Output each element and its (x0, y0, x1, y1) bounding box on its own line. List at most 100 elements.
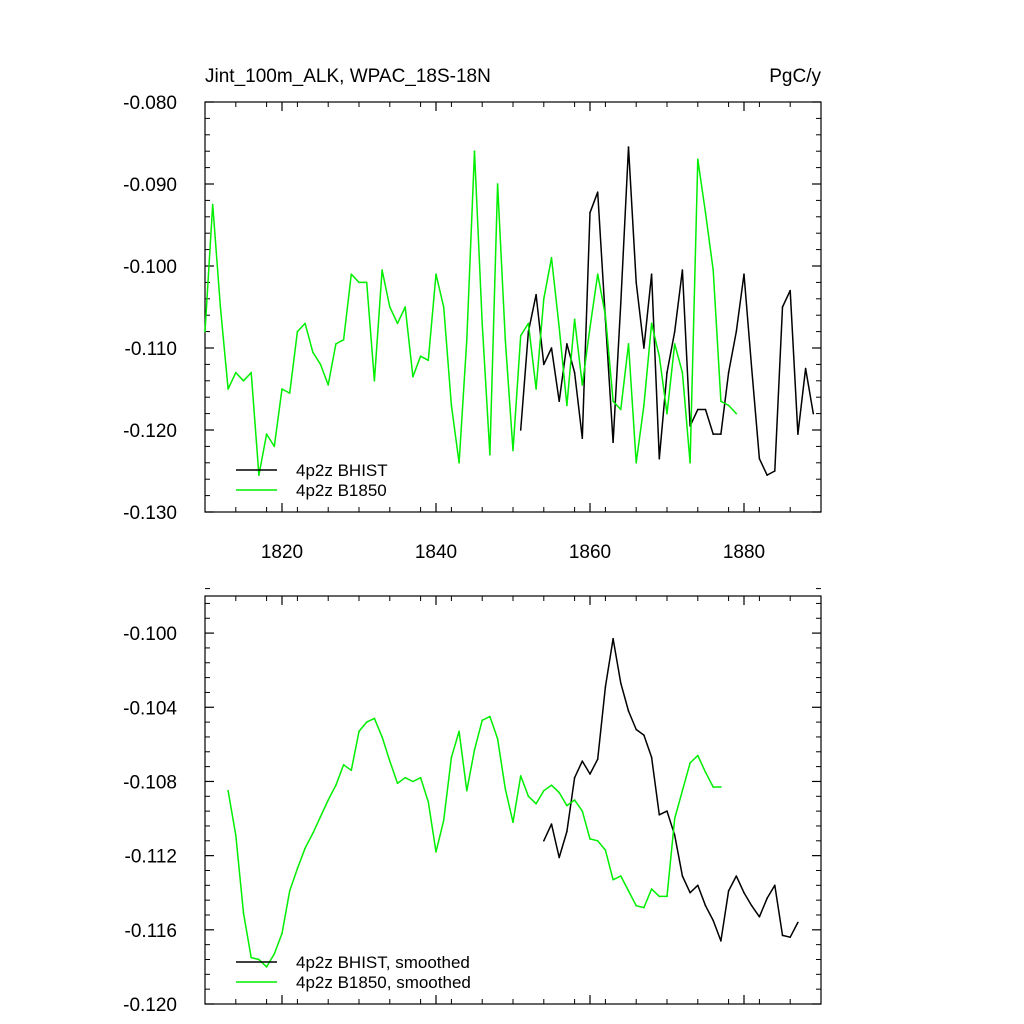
data-point (558, 791, 560, 794)
data-point (681, 789, 684, 792)
y-tick-label: -0.100 (123, 257, 177, 278)
data-point (473, 150, 476, 152)
data-point (288, 890, 291, 892)
x-tick-label: 1860 (569, 542, 611, 563)
data-point (558, 400, 560, 403)
data-point (281, 388, 283, 390)
data-point (481, 719, 484, 722)
data-point (458, 730, 460, 733)
data-point (543, 840, 545, 842)
data-point (327, 384, 330, 386)
data-point (704, 904, 707, 907)
data-point (673, 343, 676, 345)
data-point (573, 776, 576, 779)
data-point (296, 330, 299, 333)
data-point (627, 710, 630, 712)
data-point (589, 211, 591, 214)
data-point (697, 884, 699, 887)
data-point (727, 404, 730, 407)
data-point (535, 293, 537, 296)
data-point (681, 875, 684, 877)
data-point (596, 840, 599, 842)
data-point (527, 795, 530, 798)
data-point (797, 921, 799, 924)
y-tick-label: -0.100 (123, 624, 177, 645)
x-tick-label: 1880 (723, 542, 765, 563)
data-point (704, 211, 707, 214)
data-point (519, 334, 522, 337)
data-point (419, 776, 422, 779)
data-point (666, 895, 668, 898)
data-point (404, 776, 407, 779)
data-point (335, 343, 337, 345)
data-point (643, 404, 645, 407)
data-point (373, 380, 376, 382)
data-point (327, 799, 330, 801)
data-point (758, 457, 761, 460)
data-point (720, 786, 722, 788)
data-point (427, 801, 430, 803)
data-point (342, 764, 345, 766)
series-line-b1850 (204, 150, 737, 476)
data-point (720, 940, 722, 942)
legend-label: 4p2z BHIST, smoothed (296, 953, 470, 972)
data-point (550, 347, 553, 349)
data-point (774, 470, 776, 472)
data-point (466, 789, 468, 792)
data-point (750, 904, 753, 907)
data-point (712, 433, 714, 435)
data-point (273, 445, 276, 448)
data-point (635, 281, 637, 284)
data-point (304, 322, 306, 325)
x-tick-label: 1820 (261, 542, 303, 563)
data-point (489, 453, 491, 456)
data-point (319, 815, 322, 818)
data-point (566, 343, 568, 345)
data-point (596, 273, 599, 276)
data-point (612, 400, 614, 403)
data-point (720, 433, 722, 435)
series-line-bhist (543, 637, 799, 942)
data-point (473, 749, 476, 751)
y-tick-label: -0.090 (123, 175, 177, 196)
data-point (643, 347, 645, 349)
data-point (389, 760, 391, 762)
legend-label: 4p2z B1850, smoothed (296, 973, 471, 992)
data-point (250, 956, 252, 959)
data-point (581, 437, 584, 440)
data-point (650, 322, 653, 325)
data-point (727, 371, 730, 374)
data-point (573, 371, 576, 374)
data-point (235, 834, 237, 836)
data-point (427, 359, 430, 362)
data-point (797, 433, 799, 435)
data-point (743, 273, 745, 276)
data-point (442, 306, 445, 308)
data-point (712, 919, 714, 922)
data-point (550, 823, 553, 825)
data-point (381, 736, 383, 738)
data-point (604, 849, 607, 851)
data-point (543, 298, 545, 300)
data-point (242, 380, 245, 382)
data-point (650, 888, 653, 890)
y-tick-label: -0.080 (123, 93, 177, 114)
data-point (558, 326, 560, 329)
data-point (735, 330, 738, 333)
data-point (681, 371, 684, 374)
data-point (774, 884, 776, 887)
data-point (350, 273, 353, 276)
data-point (235, 371, 237, 374)
data-point (543, 789, 545, 792)
data-point (650, 273, 653, 276)
data-point (358, 730, 360, 733)
data-point (789, 289, 791, 292)
data-point (319, 363, 322, 366)
data-point (658, 355, 661, 358)
data-point (643, 734, 645, 736)
data-point (573, 799, 576, 801)
data-point (258, 958, 260, 961)
data-point (512, 821, 514, 824)
data-point (550, 784, 553, 786)
data-point (273, 953, 276, 955)
